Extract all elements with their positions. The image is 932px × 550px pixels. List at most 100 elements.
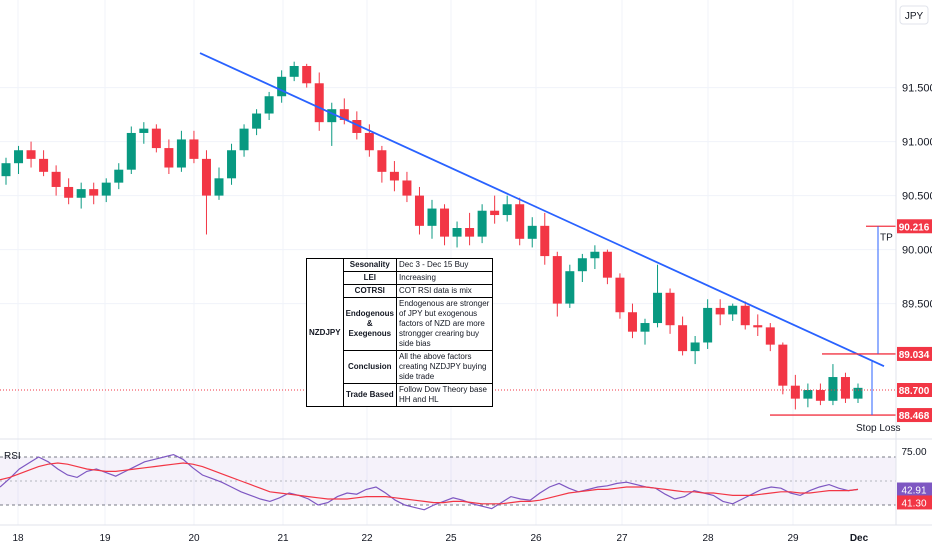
candle-body <box>502 204 512 216</box>
axes <box>0 0 932 526</box>
price-tick-label: 89.500 <box>902 299 932 311</box>
rsi-value: 42.91 <box>901 486 926 497</box>
price-tick-label: 91.000 <box>902 137 932 149</box>
candle-body <box>139 128 149 133</box>
candle-body <box>289 66 299 77</box>
stop-tag <box>897 408 932 423</box>
candle-body <box>778 344 788 386</box>
rsi-ma-value: 41.30 <box>901 498 926 509</box>
row-value: Dec 3 - Dec 15 Buy <box>396 258 494 272</box>
table-row: LEI Increasing <box>307 271 494 285</box>
time-tick-label: 21 <box>277 533 289 544</box>
tp-value: 90.216 <box>899 222 930 233</box>
candle-body <box>740 305 750 326</box>
candle-body <box>327 109 337 123</box>
candle-body <box>14 150 24 164</box>
candle-body <box>277 76 287 97</box>
currency-label: JPY <box>905 11 924 22</box>
table-row: NZDJPY Sesonality Dec 3 - Dec 15 Buy <box>306 258 494 407</box>
rsi-ma-value-tag <box>897 495 932 510</box>
row-value: All the above factors creating NZDJPY bu… <box>396 350 494 384</box>
candle-body <box>565 271 575 304</box>
candle-body <box>1 163 11 177</box>
candle-body <box>840 377 850 399</box>
candle-body <box>602 251 612 278</box>
rsi-value-tag <box>897 482 932 497</box>
time-tick-label: Dec <box>850 533 869 544</box>
price-tick-label: 91.500 <box>902 83 932 95</box>
candle-body <box>414 195 424 226</box>
time-tick-label: 18 <box>12 533 24 544</box>
time-tick-label: 27 <box>616 533 628 544</box>
price-tick-label: 90.000 <box>902 245 932 257</box>
candle-body <box>515 204 525 239</box>
candle-body <box>653 292 663 324</box>
entry-tag <box>897 346 932 361</box>
candle-body <box>803 390 813 399</box>
candle-body <box>402 180 412 196</box>
candle-body <box>176 139 186 168</box>
stop-value: 88.468 <box>899 411 930 422</box>
candles <box>1 61 863 410</box>
time-tick-label: 29 <box>787 533 799 544</box>
candle-body <box>377 150 387 172</box>
candle-body <box>790 385 800 399</box>
stop-loss-annotation: Stop Loss <box>856 423 900 434</box>
candle-body <box>665 292 675 326</box>
candle-body <box>89 189 99 196</box>
time-tick-label: 20 <box>188 533 200 544</box>
candle-body <box>164 148 174 168</box>
pair-cell: NZDJPY <box>306 258 344 407</box>
time-tick-label: 25 <box>445 533 457 544</box>
candle-body <box>201 158 211 196</box>
row-value: Follow Dow Theory base HH and HL <box>396 383 494 407</box>
row-key: Conclusion <box>342 350 398 384</box>
candle-body <box>753 325 763 328</box>
table-row: Endogenous & Exegenous Endogenous are stron… <box>307 297 494 351</box>
candle-body <box>126 132 136 170</box>
row-value: Endogenous are stronger of JPY but exoge… <box>396 297 494 351</box>
candle-body <box>389 171 399 181</box>
row-value: COT RSI data is mix <box>396 284 494 298</box>
candle-body <box>64 186 74 198</box>
price-tick-label: 90.500 <box>902 191 932 203</box>
row-key: LEI <box>342 271 398 285</box>
labels: 91.500 91.000 90.500 90.000 89.500 75.00 JPY 90… <box>4 5 932 544</box>
candle-body <box>26 150 36 159</box>
candle-body <box>452 228 462 237</box>
rsi-tick-label: 75.00 <box>901 447 926 458</box>
candle-body <box>590 251 600 259</box>
time-tick-label: 22 <box>361 533 373 544</box>
candle-body <box>552 256 562 304</box>
candle-body <box>314 83 324 123</box>
candle-body <box>765 327 775 345</box>
row-key: COTRSI <box>342 284 398 298</box>
row-key: Sesonality <box>342 258 398 272</box>
candle-body <box>264 96 274 114</box>
candle-body <box>828 377 838 401</box>
rsi-line <box>0 453 859 511</box>
rsi-band <box>0 456 896 506</box>
rsi-lines <box>0 453 859 511</box>
candle-body <box>227 150 237 179</box>
time-tick-label: 19 <box>99 533 111 544</box>
candle-body <box>703 307 713 343</box>
candle-body <box>214 178 224 196</box>
candle-body <box>527 225 537 239</box>
entry-value: 89.034 <box>899 350 930 361</box>
row-key: Trade Based <box>342 383 398 407</box>
candle-body <box>302 66 312 84</box>
table-row: Trade Based Follow Dow Theory base HH and… <box>307 383 494 407</box>
candle-body <box>540 225 550 257</box>
candle-body <box>352 120 362 133</box>
rsi-ma-line <box>0 462 859 505</box>
candle-body <box>728 305 738 315</box>
candle-body <box>364 132 374 151</box>
candle-body <box>427 208 437 226</box>
candle-body <box>615 277 625 313</box>
candle-body <box>690 342 700 352</box>
row-value: Increasing <box>396 271 494 285</box>
downtrend-line <box>199 52 885 368</box>
candle-body <box>577 258 587 272</box>
